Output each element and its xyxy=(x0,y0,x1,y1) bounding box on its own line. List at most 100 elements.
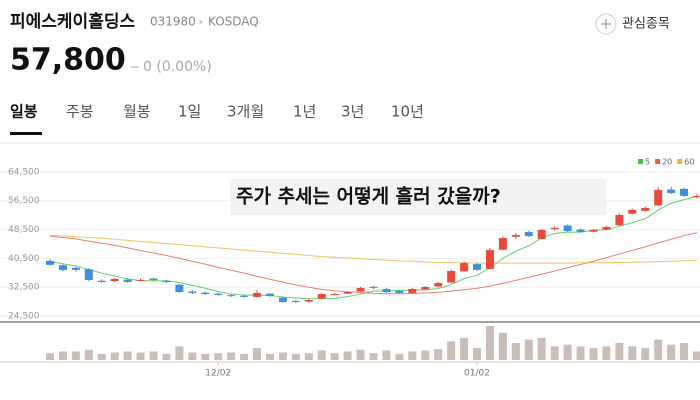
stock-name: 피에스케이홀딩스 xyxy=(10,11,135,32)
candle-body xyxy=(58,265,67,270)
period-tab[interactable]: 10년 xyxy=(391,103,424,121)
candle-body xyxy=(110,278,119,282)
candle-body xyxy=(693,196,700,198)
candle-body xyxy=(317,294,326,299)
candle-body xyxy=(356,287,365,292)
candle-body xyxy=(589,229,598,232)
volume-bar xyxy=(149,351,158,360)
volume-bar xyxy=(641,348,650,360)
candle-body xyxy=(46,260,54,265)
period-tab[interactable]: 3개월 xyxy=(227,103,264,121)
candle-body xyxy=(123,279,132,282)
period-tab[interactable]: 일봉 xyxy=(10,103,38,121)
candle-body xyxy=(84,269,93,280)
volume-bar xyxy=(550,346,559,360)
y-tick-label: 56,500 xyxy=(8,196,40,206)
candle-body xyxy=(291,300,300,302)
legend-swatch xyxy=(677,159,683,164)
candle-body xyxy=(149,278,158,280)
candle-body xyxy=(162,280,171,282)
candle-body xyxy=(473,264,482,270)
candle-body xyxy=(654,189,663,206)
volume-bar xyxy=(654,339,663,360)
moving-average xyxy=(49,195,698,300)
volume-bar xyxy=(278,352,287,360)
y-tick-label: 48,500 xyxy=(8,225,40,235)
candle-body xyxy=(253,292,262,297)
watch-button[interactable]: 관심종목 xyxy=(595,13,670,35)
legend-swatch xyxy=(638,159,643,164)
candle-body xyxy=(369,286,378,288)
price: 57,800 xyxy=(10,43,126,78)
candle-body xyxy=(628,209,637,214)
volume-bar xyxy=(395,353,404,360)
volume-bar xyxy=(356,349,365,360)
period-tab[interactable]: 3년 xyxy=(341,103,364,121)
volume-bar xyxy=(421,350,430,360)
x-tick-label: 12/02 xyxy=(205,369,231,379)
volume-bar xyxy=(58,351,67,360)
stock-code: 031980 xyxy=(150,15,196,29)
volume-bar xyxy=(498,332,507,360)
volume-bar xyxy=(680,343,689,360)
candle-body xyxy=(304,300,313,302)
volume-bar xyxy=(447,341,456,360)
volume-bar xyxy=(84,349,93,360)
candle-body xyxy=(641,207,650,211)
legend-swatch xyxy=(655,159,661,164)
candle-body xyxy=(343,292,352,294)
period-tab[interactable]: 1일 xyxy=(178,103,201,121)
candle-body xyxy=(201,292,210,295)
candle-body xyxy=(330,294,339,296)
market: KOSDAQ xyxy=(208,15,259,29)
volume-bar xyxy=(563,344,572,360)
legend-label: 5 xyxy=(645,158,650,167)
candle-body xyxy=(460,263,469,272)
volume-bar xyxy=(408,351,417,360)
volume-bar xyxy=(240,353,249,360)
y-tick-label: 64,500 xyxy=(8,167,40,177)
volume-bar xyxy=(188,352,197,360)
plus xyxy=(601,19,611,29)
volume-bar xyxy=(265,353,274,360)
volume-bar xyxy=(576,346,585,360)
volume-bar xyxy=(434,349,443,360)
annotation: 주가 추세는 어떻게 흘러 갔을까? xyxy=(236,185,501,208)
volume-bar xyxy=(343,351,352,360)
period-tab[interactable]: 주봉 xyxy=(66,103,94,121)
candle-body xyxy=(265,293,274,297)
volume-bar xyxy=(628,346,637,360)
candle-body xyxy=(175,284,184,293)
volume-bar xyxy=(485,326,494,360)
candle-body xyxy=(680,188,689,196)
volume-bar xyxy=(201,353,210,360)
volume-bar xyxy=(136,352,145,360)
separator xyxy=(199,20,203,24)
period-tab[interactable]: 1년 xyxy=(293,103,316,121)
volume-bar xyxy=(227,352,236,360)
volume-bar xyxy=(317,350,326,360)
legend-label: 60 xyxy=(684,158,694,167)
candle-body xyxy=(136,280,145,281)
candle-body xyxy=(550,227,559,230)
volume-bar xyxy=(330,353,339,360)
candle-body xyxy=(498,238,507,250)
volume-bar xyxy=(110,352,119,360)
candle-body xyxy=(278,297,287,302)
volume-bar xyxy=(253,348,262,360)
x-tick-label: 01/02 xyxy=(464,369,490,379)
volume-bar xyxy=(46,353,54,360)
candle-body xyxy=(188,291,197,293)
legend-label: 20 xyxy=(662,158,672,167)
volume-bar xyxy=(602,346,611,360)
volume-bar xyxy=(304,353,313,360)
candle-body xyxy=(537,229,546,239)
change: 0 (0.00%) xyxy=(143,59,212,75)
candle-body xyxy=(511,234,520,237)
volume-bar xyxy=(524,339,533,360)
candle-body xyxy=(395,290,404,293)
volume-bar xyxy=(460,337,469,360)
period-tab[interactable]: 월봉 xyxy=(123,103,151,121)
y-tick-label: 24,500 xyxy=(8,312,40,322)
